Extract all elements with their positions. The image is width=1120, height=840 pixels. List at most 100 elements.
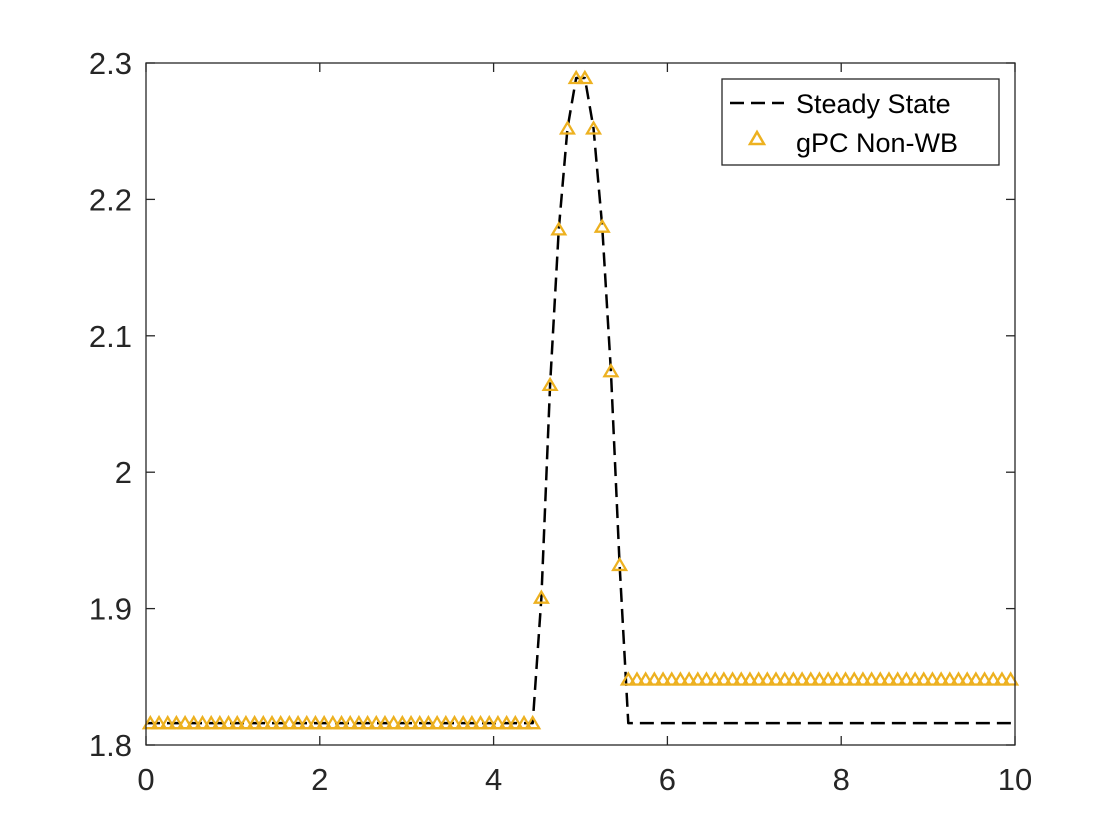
gpc-non-wb-marker: [828, 671, 846, 686]
plot-area-frame: [145, 62, 1016, 746]
gpc-non-wb-marker: [558, 120, 576, 135]
gpc-non-wb-marker: [880, 671, 898, 686]
gpc-non-wb-marker: [159, 714, 177, 730]
gpc-non-wb-marker: [402, 714, 420, 730]
gpc-non-wb-marker: [272, 714, 290, 730]
gpc-non-wb-marker: [228, 714, 246, 730]
gpc-non-wb-marker: [506, 714, 524, 730]
y-tick-label: 2: [115, 455, 132, 490]
gpc-non-wb-marker: [1002, 671, 1020, 686]
gpc-non-wb-marker: [289, 714, 307, 730]
gpc-non-wb-marker: [324, 714, 342, 730]
gpc-non-wb-marker: [576, 69, 594, 85]
gpc-non-wb-marker: [393, 714, 411, 730]
gpc-non-wb-marker: [585, 120, 603, 135]
gpc-non-wb-marker: [220, 714, 238, 730]
gpc-non-wb-marker: [315, 714, 333, 730]
gpc-non-wb-marker: [680, 671, 698, 686]
x-tick-label: 10: [998, 762, 1032, 797]
y-tick-label: 1.9: [89, 592, 132, 627]
gpc-non-wb-marker: [958, 671, 976, 686]
gpc-non-wb-marker: [428, 714, 446, 730]
plot-area-background: [146, 63, 1015, 745]
gpc-non-wb-marker: [802, 671, 820, 686]
gpc-non-wb-marker: [454, 714, 472, 730]
gpc-non-wb-marker: [671, 671, 689, 686]
gpc-non-wb-marker: [437, 714, 455, 730]
gpc-non-wb-marker: [897, 671, 915, 686]
gpc-non-wb-marker: [211, 714, 229, 730]
gpc-non-wb-marker: [724, 671, 742, 686]
gpc-non-wb-marker: [845, 671, 863, 686]
gpc-non-wb-marker: [706, 671, 724, 686]
gpc-non-wb-marker: [498, 714, 516, 730]
gpc-non-wb-marker: [341, 714, 359, 730]
gpc-non-wb-marker: [463, 714, 481, 730]
gpc-non-wb-marker: [776, 671, 794, 686]
gpc-non-wb-marker: [628, 671, 646, 686]
gpc-non-wb-marker: [697, 671, 716, 686]
gpc-non-wb-marker: [715, 671, 733, 686]
x-tick-label: 4: [485, 762, 502, 797]
gpc-non-wb-marker: [732, 671, 750, 686]
gpc-non-wb-marker: [541, 376, 559, 392]
gpc-non-wb-marker: [550, 221, 568, 236]
gpc-non-wb-marker: [871, 671, 889, 686]
legend-label-steady-state: Steady State: [796, 89, 951, 119]
gpc-non-wb-marker: [967, 671, 985, 686]
gpc-non-wb-marker: [941, 671, 959, 686]
gpc-non-wb-marker: [350, 714, 368, 730]
gpc-non-wb-marker: [654, 671, 672, 686]
gpc-non-wb-marker: [976, 671, 994, 686]
gpc-non-wb-marker: [984, 671, 1002, 686]
gpc-non-wb-marker: [367, 714, 385, 730]
gpc-non-wb-marker: [489, 714, 507, 730]
gpc-non-wb-marker: [611, 556, 629, 572]
gpc-non-wb-marker: [619, 671, 637, 686]
gpc-non-wb-marker: [263, 714, 281, 730]
gpc-non-wb-marker: [150, 714, 168, 730]
gpc-non-wb-marker: [480, 714, 498, 730]
gpc-non-wb-marker: [254, 714, 272, 730]
gpc-non-wb-marker: [793, 671, 811, 686]
gpc-non-wb-marker: [741, 671, 759, 686]
gpc-non-wb-marker: [385, 714, 403, 730]
gpc-non-wb-marker: [306, 714, 324, 730]
series-layer: [141, 69, 1020, 730]
x-tick-label: 2: [311, 762, 328, 797]
gpc-non-wb-marker: [949, 671, 968, 686]
legend-box: [721, 78, 1000, 166]
tick-layer: 0 2 4 6 8 10 1.8 1.9 2 2.1 2.2 2.3: [89, 46, 1032, 797]
gpc-non-wb-marker: [333, 714, 351, 730]
gpc-non-wb-marker: [167, 714, 185, 730]
gpc-non-wb-marker: [784, 671, 802, 686]
gpc-non-wb-marker: [419, 714, 437, 730]
gpc-non-wb-marker: [524, 714, 542, 730]
gpc-non-wb-marker: [906, 671, 924, 686]
gpc-non-wb-marker: [237, 714, 255, 730]
gpc-non-wb-marker: [176, 714, 194, 730]
gpc-non-wb-marker: [280, 714, 298, 730]
y-tick-label: 2.2: [89, 182, 132, 217]
y-tick-label: 1.8: [89, 728, 132, 763]
gpc-non-wb-marker: [993, 671, 1011, 686]
gpc-non-wb-marker: [819, 671, 837, 686]
gpc-non-wb-marker: [193, 714, 212, 730]
legend-label-gpc-non-wb: gPC Non-WB: [796, 128, 958, 158]
gpc-non-wb-marker: [376, 714, 394, 730]
gpc-non-wb-marker: [141, 714, 159, 730]
gpc-non-wb-marker: [923, 671, 941, 686]
gpc-non-wb-marker: [202, 714, 220, 730]
gpc-non-wb-marker: [863, 671, 881, 686]
gpc-non-wb-marker: [663, 671, 681, 686]
gpc-non-wb-marker: [932, 671, 950, 686]
gpc-non-wb-marker: [810, 671, 828, 686]
gpc-non-wb-marker: [298, 714, 316, 730]
gpc-non-wb-marker: [246, 714, 264, 730]
y-tick-label: 2.1: [89, 319, 132, 354]
x-tick-label: 6: [659, 762, 676, 797]
gpc-non-wb-marker: [837, 671, 855, 686]
gpc-non-wb-marker: [915, 671, 933, 686]
gpc-non-wb-marker: [359, 714, 377, 730]
